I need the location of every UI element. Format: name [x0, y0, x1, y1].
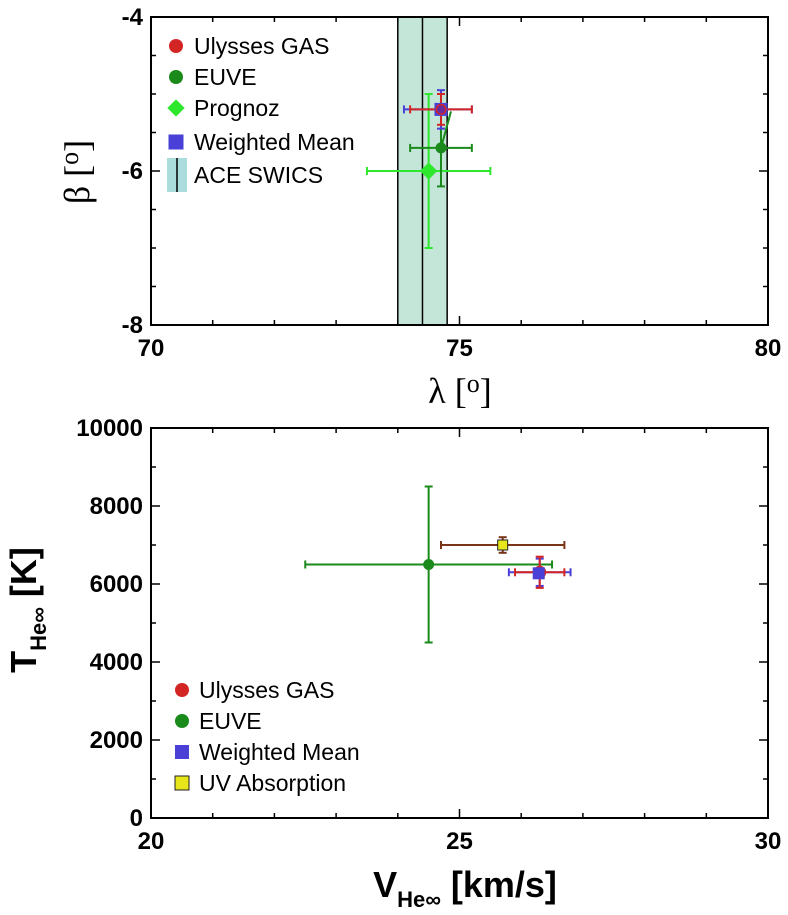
- top-xtick-label: 75: [446, 335, 473, 362]
- top-xtick-label: 80: [755, 335, 782, 362]
- bottom-ticks: [150, 427, 769, 819]
- top-legend-marker: [167, 99, 185, 117]
- top-xlabel-symbol: λ [: [428, 371, 466, 411]
- bottom-xlabel-main: V: [373, 864, 397, 905]
- bottom-ylabel: THe∞ [K]: [3, 547, 51, 673]
- bottom-legend: Ulysses GAS EUVE Weighted Mean UV Absorptio…: [174, 677, 360, 796]
- bottom-xlabel-unit: [km/s]: [441, 864, 557, 905]
- bottom-legend-marker: [175, 714, 189, 728]
- bottom-legend-marker: [175, 683, 189, 697]
- top-ylabel-unit: o: [55, 152, 84, 165]
- bottom-ytick-label: 10000: [76, 415, 143, 442]
- top-ytick-label: -4: [122, 4, 144, 31]
- bottom-ytick-label: 4000: [90, 649, 143, 676]
- bottom-legend-label: Ulysses GAS: [199, 677, 334, 703]
- bottom-ylabel-main: T: [3, 651, 44, 673]
- top-legend-label: Weighted Mean: [194, 129, 355, 155]
- weighted-mean-point: [532, 567, 545, 580]
- top-legend-label: ACE SWICS: [194, 162, 323, 188]
- top-xlabel-unit: o: [467, 369, 480, 398]
- bottom-xtick-label: 25: [446, 828, 473, 855]
- overlap-core: [436, 105, 445, 114]
- top-ticks: [150, 16, 769, 326]
- bottom-ytick-label: 8000: [90, 493, 143, 520]
- top-xlabel: λ [o]: [428, 369, 491, 411]
- bottom-legend-marker: [174, 775, 190, 791]
- bottom-ytick-label: 2000: [90, 727, 143, 754]
- top-legend: Ulysses GAS EUVE Prognoz Weighted Mean ACE S…: [167, 33, 355, 192]
- bottom-legend-label: UV Absorption: [199, 770, 346, 796]
- top-ytick-label: -6: [122, 158, 143, 185]
- bottom-xtick-label: 20: [138, 828, 165, 855]
- top-legend-label: Prognoz: [194, 95, 280, 121]
- bottom-xlabel-sub: He∞: [397, 887, 441, 912]
- bottom-legend-label: EUVE: [199, 708, 262, 734]
- euve-connector: [440, 111, 452, 149]
- bottom-xtick-label: 30: [755, 828, 782, 855]
- uv-absorption-point: [497, 539, 509, 551]
- bottom-ylabel-unit: [K]: [3, 547, 44, 607]
- euve-point: [423, 559, 435, 570]
- bottom-legend-marker: [175, 745, 189, 759]
- bottom-ytick-label: 0: [130, 805, 143, 832]
- euve-point: [435, 142, 447, 154]
- top-ytick-label: -8: [122, 312, 143, 339]
- bottom-ylabel-sub: He∞: [26, 607, 51, 651]
- prognoz-point: [419, 162, 438, 180]
- top-ylabel-symbol: β [: [57, 165, 97, 204]
- top-xtick-label: 70: [138, 335, 165, 362]
- top-legend-marker: [169, 70, 183, 84]
- top-legend-label: Ulysses GAS: [194, 33, 329, 59]
- top-chart: 70 75 80 -8 -6 -4 λ [o] β [o] Ulysses GAS EUVE Pro…: [55, 4, 781, 411]
- bottom-ytick-label: 6000: [90, 571, 143, 598]
- top-legend-label: EUVE: [194, 64, 257, 90]
- bottom-xlabel: VHe∞ [km/s]: [373, 864, 557, 912]
- top-ylabel: β [o]: [55, 140, 97, 204]
- top-legend-marker: [169, 39, 183, 53]
- top-legend-marker: [168, 134, 184, 150]
- bottom-legend-label: Weighted Mean: [199, 739, 360, 765]
